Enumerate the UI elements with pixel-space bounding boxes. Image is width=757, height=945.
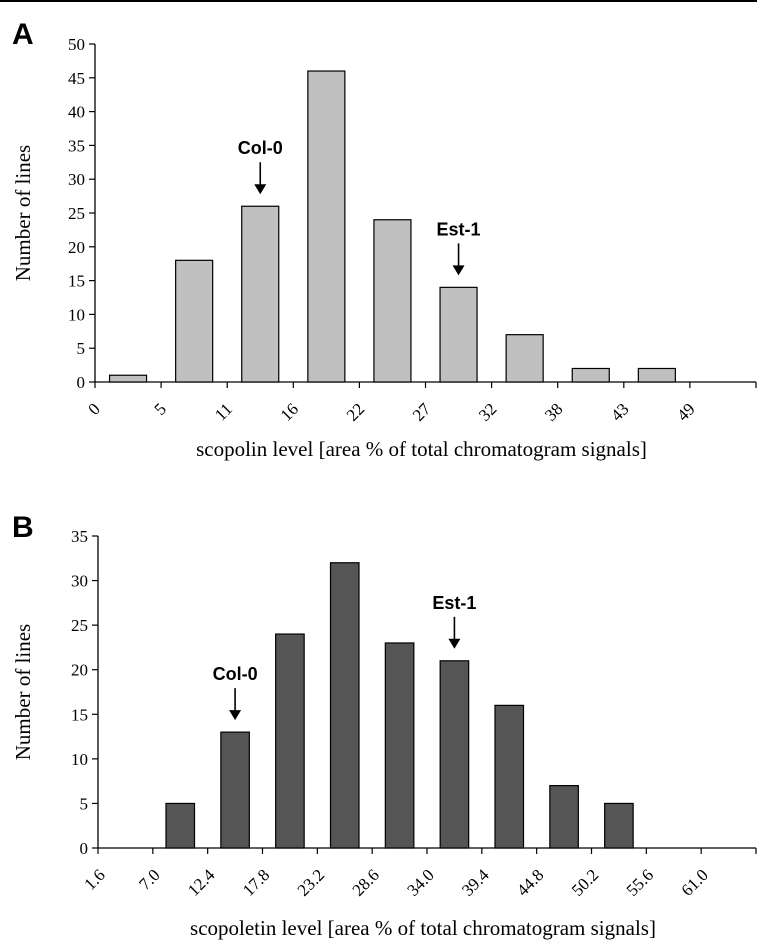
histogram-bar	[505, 334, 544, 383]
y-tick-label: 10	[71, 750, 88, 769]
annotation-arrow-head	[229, 710, 242, 721]
histogram-bar	[307, 70, 346, 383]
x-tick-label: 27	[409, 399, 435, 425]
y-tick-label: 25	[71, 616, 88, 635]
x-tick-label: 38	[541, 399, 566, 424]
y-tick-label: 35	[71, 527, 88, 546]
histogram-bar	[165, 802, 196, 849]
histogram-bar	[108, 374, 148, 383]
x-tick-label: 49	[673, 399, 698, 424]
y-tick-label: 0	[77, 373, 86, 392]
y-tick-label: 20	[71, 661, 88, 680]
x-tick-label: 32	[475, 399, 500, 424]
x-tick-label: 17.8	[239, 865, 273, 899]
y-tick-label: 40	[68, 103, 85, 122]
x-tick-label: 22	[343, 399, 368, 424]
panel-b-scopoletin-histogram: B 0 5 10 15 20 25 30 35 1.6 7.0 12.4 17.8 23.2 28.6 34.…	[11, 511, 757, 940]
histogram-bar	[241, 205, 280, 383]
y-tick-label: 20	[68, 238, 85, 257]
y-axis-label: Number of lines	[11, 145, 35, 281]
panel-letter: A	[12, 18, 34, 51]
x-tick-label: 1.6	[80, 865, 108, 893]
panel-letter: B	[12, 511, 34, 544]
histogram-bar	[637, 367, 676, 383]
histogram-bar	[384, 642, 415, 849]
x-tick-label: 0	[84, 399, 103, 418]
annotation-label: Est-1	[432, 593, 476, 613]
x-tick-label: 12.4	[184, 865, 219, 900]
x-tick-label: 7.0	[135, 865, 163, 893]
x-tick-label: 34.0	[403, 865, 437, 899]
y-tick-label: 10	[68, 305, 85, 324]
histogram-bar	[571, 367, 610, 383]
x-tick-label: 23.2	[294, 865, 328, 899]
x-tick-label: 11	[211, 399, 236, 424]
histogram-bar	[329, 562, 360, 849]
x-tick-label: 16	[277, 399, 302, 424]
y-tick-label: 5	[80, 794, 89, 813]
y-tick-label: 45	[68, 69, 85, 88]
annotation-arrow-head	[254, 184, 267, 195]
histogram-bar	[604, 802, 634, 849]
x-tick-label: 61.0	[678, 865, 712, 899]
histogram-bar	[439, 660, 470, 849]
annotation-label: Est-1	[437, 219, 481, 239]
y-tick-label: 30	[71, 572, 88, 591]
x-axis-label: scopolin level [area % of total chromato…	[196, 437, 647, 461]
annotation-label: Col-0	[238, 138, 283, 158]
y-tick-label: 15	[68, 272, 85, 291]
annotation-arrow-head	[448, 638, 461, 649]
y-axis-label: Number of lines	[11, 624, 35, 760]
x-tick-label: 43	[607, 399, 632, 424]
histogram-bar	[494, 704, 525, 849]
annotation-arrow-head	[452, 265, 465, 276]
panel-a-scopolin-histogram: A 0 5 10 15 20 25 30 35 40 45 50 0 5 11 16 22 27 32 38 43 49 C…	[11, 18, 757, 461]
x-tick-label: 28.6	[349, 865, 383, 899]
x-tick-label: 55.6	[623, 865, 657, 899]
x-tick-label: 50.2	[568, 865, 602, 899]
x-tick-label: 5	[150, 399, 169, 418]
histogram-bar	[439, 286, 478, 383]
x-axis-label: scopoletin level [area % of total chroma…	[190, 916, 656, 940]
y-tick-label: 50	[68, 35, 85, 54]
histogram-bar	[175, 259, 214, 383]
histogram-bar	[373, 219, 412, 383]
histogram-bar	[275, 633, 305, 849]
y-tick-label: 35	[68, 136, 85, 155]
histogram-bar	[549, 784, 579, 849]
x-tick-label: 39.4	[458, 865, 493, 900]
top-border-line	[0, 0, 757, 2]
annotation-label: Col-0	[213, 664, 258, 684]
y-tick-label: 25	[68, 204, 85, 223]
y-tick-label: 5	[77, 339, 86, 358]
y-tick-label: 15	[71, 705, 88, 724]
y-tick-label: 30	[68, 170, 85, 189]
x-tick-label: 44.8	[513, 865, 547, 899]
histogram-bar	[220, 731, 250, 849]
y-tick-label: 0	[80, 839, 89, 858]
